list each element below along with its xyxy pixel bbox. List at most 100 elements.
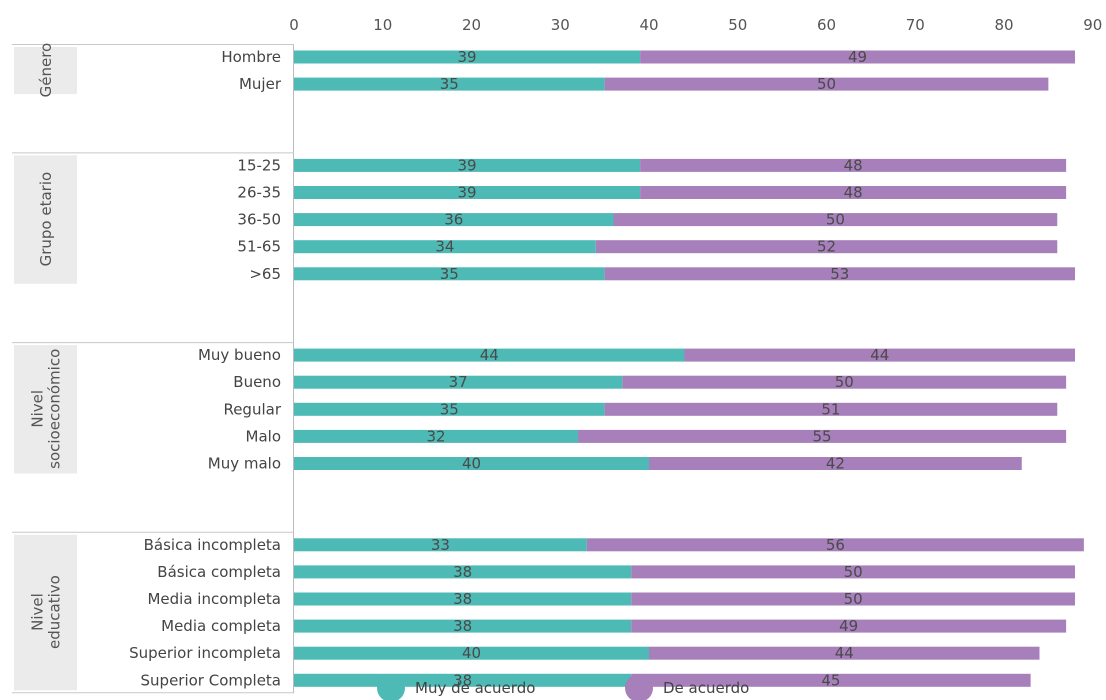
data-label: 39 bbox=[458, 156, 477, 174]
data-label: 48 bbox=[844, 156, 863, 174]
category-label: Hombre bbox=[221, 48, 281, 66]
bar-de-acuerdo bbox=[631, 673, 1031, 687]
data-label: 35 bbox=[440, 75, 459, 93]
data-label: 50 bbox=[844, 563, 863, 581]
bar-de-acuerdo bbox=[640, 158, 1067, 172]
data-label: 33 bbox=[431, 536, 450, 554]
bar-muy-de-acuerdo bbox=[294, 267, 605, 281]
category-label: Media completa bbox=[161, 617, 281, 635]
legend-swatch bbox=[377, 674, 405, 700]
x-tick-label: 0 bbox=[289, 16, 299, 34]
data-label: 51 bbox=[821, 400, 840, 418]
bar-muy-de-acuerdo bbox=[294, 213, 614, 227]
legend-label: Muy de acuerdo bbox=[415, 679, 535, 697]
bar-de-acuerdo bbox=[586, 538, 1084, 552]
bar-de-acuerdo bbox=[631, 592, 1075, 606]
data-label: 40 bbox=[462, 644, 481, 662]
category-label: Regular bbox=[223, 400, 281, 418]
category-label: Muy bueno bbox=[198, 346, 281, 364]
bar-muy-de-acuerdo bbox=[294, 429, 578, 443]
legend-swatch bbox=[625, 674, 653, 700]
bar-muy-de-acuerdo bbox=[294, 538, 587, 552]
bar-muy-de-acuerdo bbox=[294, 375, 623, 389]
bar-de-acuerdo bbox=[640, 186, 1067, 199]
data-label: 37 bbox=[449, 373, 468, 391]
x-tick-label: 50 bbox=[728, 16, 747, 34]
bar-de-acuerdo bbox=[578, 429, 1067, 443]
bar-muy-de-acuerdo bbox=[294, 77, 605, 91]
bar-de-acuerdo bbox=[604, 402, 1058, 416]
data-label: 35 bbox=[440, 400, 459, 418]
bar-muy-de-acuerdo bbox=[294, 240, 596, 254]
category-label: Mujer bbox=[239, 75, 282, 93]
group-label: socioeconómico bbox=[46, 349, 64, 469]
group-panel bbox=[14, 534, 77, 691]
data-label: 39 bbox=[458, 184, 477, 202]
bar-muy-de-acuerdo bbox=[294, 50, 641, 64]
category-label: Superior Completa bbox=[141, 671, 281, 689]
bar-de-acuerdo bbox=[595, 240, 1058, 254]
data-label: 39 bbox=[458, 48, 477, 66]
data-label: 50 bbox=[826, 211, 845, 229]
category-label: Superior incompleta bbox=[129, 644, 281, 662]
category-label: 15-25 bbox=[237, 156, 281, 174]
data-label: 45 bbox=[821, 671, 840, 689]
x-tick-label: 30 bbox=[551, 16, 570, 34]
bar-de-acuerdo bbox=[604, 77, 1049, 91]
bar-de-acuerdo bbox=[622, 375, 1067, 389]
group-panel bbox=[14, 47, 77, 95]
x-tick-label: 20 bbox=[462, 16, 481, 34]
data-label: 48 bbox=[844, 184, 863, 202]
x-tick-label: 60 bbox=[817, 16, 836, 34]
bar-de-acuerdo bbox=[631, 565, 1075, 579]
group-label: Grupo etario bbox=[37, 172, 55, 267]
bar-de-acuerdo bbox=[604, 267, 1075, 281]
category-label: 51-65 bbox=[237, 238, 281, 256]
x-tick-label: 90 bbox=[1083, 16, 1102, 34]
group-panel bbox=[14, 155, 77, 284]
data-label: 38 bbox=[453, 590, 472, 608]
group-label: Nivel bbox=[29, 390, 47, 428]
category-label: Básica incompleta bbox=[144, 536, 281, 554]
category-label: 36-50 bbox=[237, 211, 281, 229]
data-label: 53 bbox=[830, 265, 849, 283]
x-tick-label: 70 bbox=[906, 16, 925, 34]
data-label: 42 bbox=[826, 455, 845, 473]
data-label: 44 bbox=[480, 346, 499, 364]
bar-muy-de-acuerdo bbox=[294, 457, 649, 470]
bar-muy-de-acuerdo bbox=[294, 646, 649, 660]
x-tick-label: 40 bbox=[639, 16, 658, 34]
category-label: Básica completa bbox=[157, 563, 281, 581]
category-label: >65 bbox=[249, 265, 281, 283]
bar-muy-de-acuerdo bbox=[294, 565, 632, 579]
bar-de-acuerdo bbox=[649, 457, 1022, 470]
bar-de-acuerdo bbox=[684, 348, 1075, 362]
data-label: 52 bbox=[817, 238, 836, 256]
bar-muy-de-acuerdo bbox=[294, 592, 632, 606]
data-label: 44 bbox=[870, 346, 889, 364]
category-label: 26-35 bbox=[237, 184, 281, 202]
group-label: educativo bbox=[46, 575, 64, 649]
data-label: 34 bbox=[435, 238, 454, 256]
category-label: Malo bbox=[246, 427, 281, 445]
bar-de-acuerdo bbox=[613, 213, 1058, 227]
group-label: Nivel bbox=[29, 593, 47, 631]
category-label: Media incompleta bbox=[147, 590, 281, 608]
data-label: 36 bbox=[444, 211, 463, 229]
data-label: 56 bbox=[826, 536, 845, 554]
group-label: Género bbox=[37, 43, 55, 98]
data-label: 50 bbox=[835, 373, 854, 391]
category-label: Bueno bbox=[233, 373, 281, 391]
data-label: 35 bbox=[440, 265, 459, 283]
x-tick-label: 80 bbox=[994, 16, 1013, 34]
bar-muy-de-acuerdo bbox=[294, 348, 685, 362]
data-label: 50 bbox=[844, 590, 863, 608]
data-label: 55 bbox=[813, 427, 832, 445]
data-label: 40 bbox=[462, 455, 481, 473]
bar-muy-de-acuerdo bbox=[294, 158, 641, 172]
bar-muy-de-acuerdo bbox=[294, 186, 641, 199]
data-label: 49 bbox=[848, 48, 867, 66]
group-panel bbox=[14, 345, 77, 474]
bar-de-acuerdo bbox=[640, 50, 1075, 64]
